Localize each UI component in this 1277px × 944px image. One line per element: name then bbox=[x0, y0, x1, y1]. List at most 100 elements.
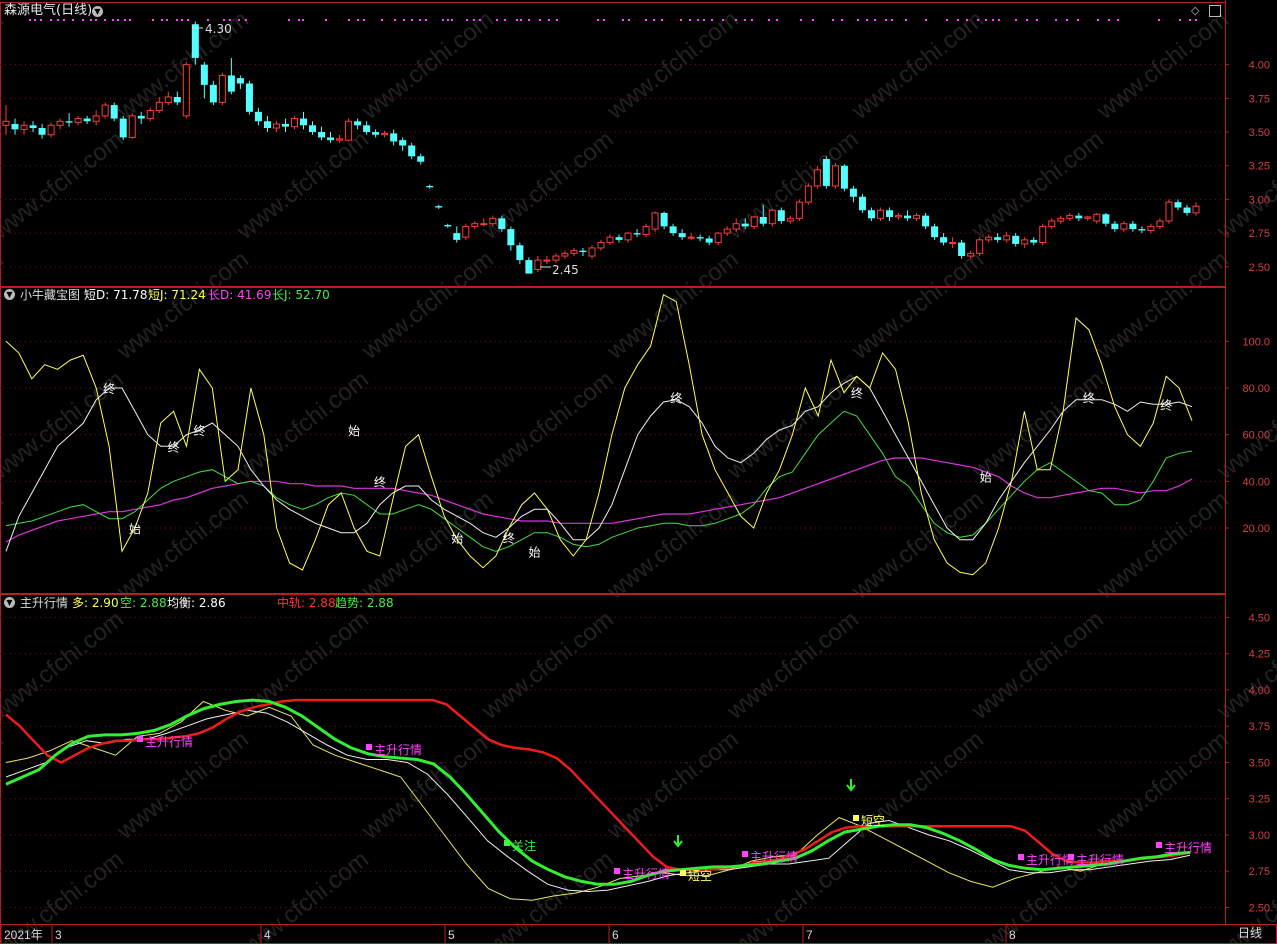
candle-body bbox=[408, 145, 416, 157]
candle-body bbox=[1165, 201, 1173, 222]
trend-tick-label: 4.50 bbox=[1249, 612, 1270, 624]
watermark-text: www.cfchi.com bbox=[0, 126, 129, 246]
trend-tick-label: 3.25 bbox=[1249, 794, 1270, 806]
candle bbox=[182, 61, 190, 119]
trend-tick-label: 4.00 bbox=[1249, 685, 1270, 697]
candle-body bbox=[164, 96, 172, 103]
candle-body bbox=[624, 232, 632, 241]
price-tick-label: 3.25 bbox=[1249, 161, 1270, 173]
candle-body bbox=[444, 225, 452, 227]
candle bbox=[1066, 212, 1074, 221]
trend-collapse-icon[interactable]: ▼ bbox=[4, 597, 15, 608]
signal-dot bbox=[680, 19, 682, 21]
diamond-icon[interactable]: ◇ bbox=[1191, 4, 1200, 17]
signal-dot bbox=[124, 19, 126, 21]
signal-dot bbox=[866, 19, 868, 21]
candle bbox=[236, 75, 244, 89]
period-label[interactable]: 日线 bbox=[1238, 926, 1263, 940]
middle-band-line bbox=[5, 698, 1191, 872]
chevron-down-icon[interactable]: ▼ bbox=[92, 6, 103, 17]
candle bbox=[2, 105, 10, 135]
candle bbox=[642, 223, 650, 238]
candle bbox=[1057, 215, 1065, 224]
watermark-text: www.cfchi.com bbox=[0, 246, 9, 366]
candle bbox=[354, 118, 362, 130]
candle bbox=[624, 231, 632, 243]
signal-dot bbox=[548, 19, 550, 21]
legend-item: 多: 2.90 bbox=[72, 596, 119, 610]
candle bbox=[29, 121, 37, 133]
signal-dot bbox=[298, 19, 300, 21]
candle-body bbox=[741, 223, 749, 227]
candle-body bbox=[489, 217, 497, 225]
signal-dot bbox=[628, 19, 630, 21]
restore-icon[interactable] bbox=[1209, 5, 1221, 17]
watermark-text: www.cfchi.com bbox=[1091, 486, 1233, 606]
candle-body bbox=[47, 124, 55, 136]
candle-body bbox=[318, 132, 326, 138]
signal-dot bbox=[1158, 19, 1160, 21]
signal-dot bbox=[1036, 19, 1038, 21]
price-tick-label: 3.50 bbox=[1249, 127, 1270, 139]
candle bbox=[272, 121, 280, 133]
trend-signal-label: 主升行情 bbox=[374, 743, 422, 757]
kdj-marker: 终 bbox=[851, 386, 863, 401]
candle bbox=[976, 237, 984, 257]
candle-body bbox=[1039, 225, 1047, 244]
candle-body bbox=[561, 252, 569, 257]
candle-body bbox=[958, 242, 966, 257]
candle bbox=[768, 208, 776, 227]
watermark-text: www.cfchi.com bbox=[966, 366, 1108, 486]
candle-body bbox=[985, 236, 993, 241]
trend-signal-label: 主升行情 bbox=[1076, 853, 1124, 867]
signal-dot bbox=[1077, 19, 1079, 21]
candle-body bbox=[633, 233, 641, 235]
candle-body bbox=[498, 218, 506, 230]
candle bbox=[958, 239, 966, 259]
candle bbox=[1138, 226, 1146, 234]
candle-body bbox=[480, 223, 488, 226]
trend-title: 主升行情 bbox=[20, 596, 69, 610]
kdj-tick-label: 60.00 bbox=[1242, 430, 1270, 442]
candle bbox=[38, 123, 46, 139]
signal-dot bbox=[473, 19, 475, 21]
signal-dot bbox=[381, 19, 383, 21]
watermark-text: www.cfchi.com bbox=[601, 6, 743, 126]
candle-body bbox=[309, 125, 317, 133]
kdj-collapse-icon[interactable]: ▼ bbox=[4, 289, 15, 300]
candle-body bbox=[552, 255, 560, 261]
stock-title: 森源电气(日线) bbox=[4, 3, 93, 18]
signal-dot bbox=[925, 19, 927, 21]
candle-body bbox=[101, 104, 109, 117]
candle-body bbox=[399, 140, 407, 146]
candle bbox=[822, 156, 830, 189]
signal-dot bbox=[112, 19, 114, 21]
candle bbox=[101, 102, 109, 119]
candle-body bbox=[1048, 220, 1056, 227]
watermark-text: www.cfchi.com bbox=[231, 846, 373, 944]
candle bbox=[994, 233, 1002, 243]
candle bbox=[985, 234, 993, 243]
trend-signal-label: 主升行情 bbox=[145, 735, 193, 749]
candle-body bbox=[227, 75, 235, 92]
trend-tick-label: 3.50 bbox=[1249, 757, 1270, 769]
price-tick-label: 3.00 bbox=[1249, 194, 1270, 206]
candle-body bbox=[543, 259, 551, 262]
time-label: 8 bbox=[1009, 928, 1016, 942]
candle bbox=[922, 212, 930, 230]
watermark-text: www.cfchi.com bbox=[476, 606, 618, 726]
candle-body bbox=[588, 247, 596, 257]
candle bbox=[633, 229, 641, 238]
candle-body bbox=[1093, 213, 1101, 222]
candle bbox=[173, 91, 181, 106]
down-arrow-icon bbox=[673, 835, 683, 848]
candle-body bbox=[723, 228, 731, 234]
candle-body bbox=[597, 242, 605, 249]
signal-dot bbox=[985, 19, 987, 21]
signal-dot bbox=[556, 19, 558, 21]
signal-dot bbox=[977, 19, 979, 21]
candle bbox=[949, 237, 957, 248]
signal-dot bbox=[905, 19, 907, 21]
candle-body bbox=[1129, 223, 1137, 230]
